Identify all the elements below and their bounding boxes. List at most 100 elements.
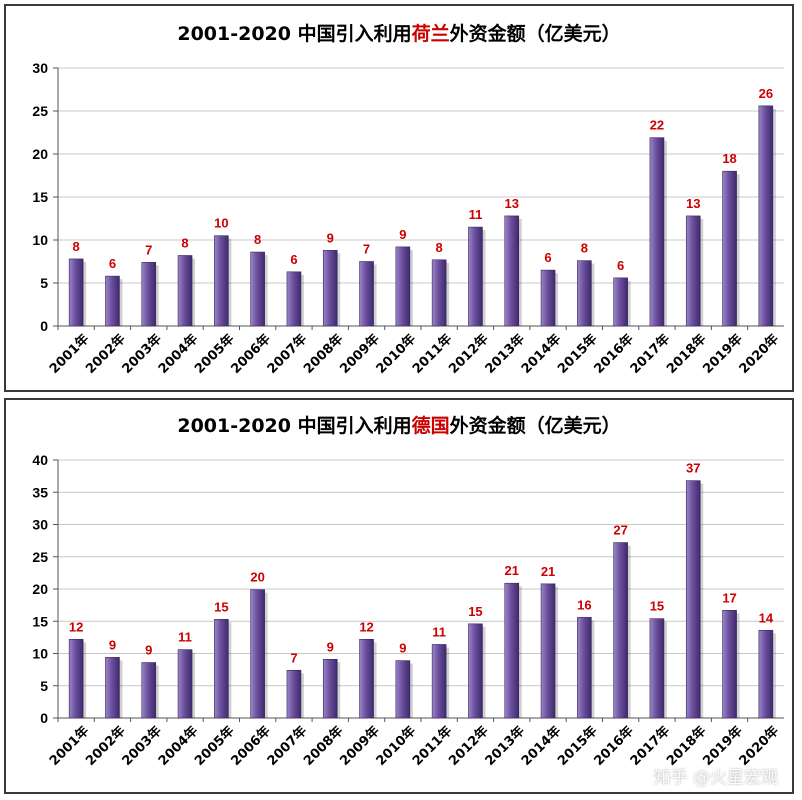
y-tick-label: 5: [40, 678, 48, 694]
data-label: 7: [290, 650, 297, 665]
x-tick-label: 2020年: [736, 331, 782, 377]
netherlands-fdi-chart: 2001-2020 中国引入利用荷兰外资金额（亿美元） 0 5 10 15 20 25 30 8…: [32, 22, 784, 377]
x-tick-label: 2012年: [446, 331, 492, 377]
bar: [395, 246, 411, 327]
bar: [359, 261, 374, 327]
y-tick-label: 35: [32, 484, 48, 500]
bar: [286, 271, 302, 327]
bar: [141, 662, 157, 719]
bar: [322, 659, 338, 719]
y-tick-label: 15: [32, 613, 48, 629]
chart-title: 2001-2020 中国引入利用德国外资金额（亿美元）: [177, 414, 620, 437]
watermark-text: 知乎 @火星宏观: [653, 768, 778, 788]
data-label: 16: [577, 597, 591, 612]
bar: [68, 639, 84, 719]
x-tick-label: 2016年: [591, 723, 637, 769]
x-tick-label: 2004年: [155, 723, 201, 769]
y-tick-label: 40: [32, 452, 48, 468]
data-label: 11: [432, 624, 446, 639]
x-tick-label: 2010年: [373, 723, 419, 769]
bar: [722, 609, 737, 719]
bar: [577, 260, 592, 327]
bar: [250, 251, 265, 327]
bar: [68, 258, 84, 327]
data-label: 10: [214, 216, 228, 231]
data-label: 6: [290, 252, 297, 267]
chart-title-part: 外资金额（亿美元）: [450, 414, 621, 437]
x-tick-label: 2009年: [337, 331, 383, 377]
data-label: 8: [581, 241, 588, 256]
x-tick-label: 2015年: [554, 723, 600, 769]
data-label: 9: [399, 641, 406, 656]
data-label: 15: [650, 599, 664, 614]
x-tick-label: 2013年: [482, 331, 528, 377]
x-tick-label: 2007年: [264, 723, 310, 769]
bar: [613, 542, 628, 719]
data-label: 21: [541, 564, 555, 579]
x-tick-label: 2008年: [300, 331, 346, 377]
data-label: 15: [214, 599, 228, 614]
data-label: 20: [250, 570, 264, 585]
data-label: 13: [686, 196, 700, 211]
y-tick-label: 30: [32, 60, 48, 76]
data-label: 15: [468, 604, 482, 619]
x-tick-label: 2017年: [627, 331, 673, 377]
x-tick-label: 2014年: [518, 723, 564, 769]
bar: [468, 623, 483, 719]
y-tick-label: 0: [40, 318, 48, 334]
bar: [177, 255, 193, 327]
data-label: 27: [613, 523, 627, 538]
x-tick-label: 2011年: [409, 331, 455, 377]
netherlands-fdi-chart-panel: 2001-2020 中国引入利用荷兰外资金额（亿美元） 0 5 10 15 20 25 30 8…: [4, 4, 794, 392]
bar: [649, 618, 665, 719]
data-label: 9: [145, 643, 152, 658]
chart-title-part: 外资金额（亿美元）: [450, 22, 621, 45]
chart-title-part: 2001-2020 中国引入利用: [177, 22, 411, 45]
x-tick-label: 2004年: [155, 331, 201, 377]
x-tick-label: 2019年: [700, 331, 746, 377]
bar: [758, 629, 774, 719]
x-tick-label: 2010年: [373, 331, 419, 377]
data-label: 8: [254, 232, 261, 247]
x-tick-label: 2009年: [337, 723, 383, 769]
data-label: 6: [109, 256, 116, 271]
chart-title-part: 2001-2020 中国引入利用: [177, 414, 411, 437]
data-label: 8: [73, 239, 80, 254]
y-tick-label: 5: [40, 275, 48, 291]
data-label: 6: [617, 258, 624, 273]
x-tick-label: 2007年: [264, 331, 310, 377]
bar: [613, 277, 628, 327]
x-tick-label: 2001年: [46, 723, 92, 769]
x-tick-label: 2015年: [554, 331, 600, 377]
bar: [105, 657, 120, 719]
data-label: 11: [469, 207, 483, 222]
bar: [504, 582, 520, 719]
bar: [214, 235, 229, 327]
data-label: 7: [145, 242, 152, 257]
x-tick-label: 2003年: [119, 331, 165, 377]
x-tick-label: 2002年: [83, 331, 129, 377]
x-tick-label: 2005年: [191, 331, 237, 377]
y-tick-label: 15: [32, 189, 48, 205]
bar: [105, 275, 120, 327]
bar: [504, 215, 520, 327]
bar: [685, 480, 701, 719]
x-tick-label: 2011年: [409, 723, 455, 769]
x-tick-label: 2016年: [591, 331, 637, 377]
data-label: 8: [436, 240, 443, 255]
y-tick-label: 10: [32, 646, 48, 662]
x-tick-label: 2018年: [663, 331, 709, 377]
data-label: 37: [686, 461, 700, 476]
data-label: 18: [722, 151, 736, 166]
x-tick-label: 2001年: [46, 331, 92, 377]
bar: [431, 644, 447, 719]
x-tick-label: 2012年: [446, 723, 492, 769]
bar: [141, 262, 157, 327]
bar: [685, 215, 701, 327]
x-tick-label: 2002年: [83, 723, 129, 769]
bar: [649, 137, 665, 327]
x-tick-label: 2006年: [228, 331, 274, 377]
data-label: 7: [363, 242, 370, 257]
x-tick-label: 2006年: [228, 723, 274, 769]
bar: [322, 250, 338, 327]
